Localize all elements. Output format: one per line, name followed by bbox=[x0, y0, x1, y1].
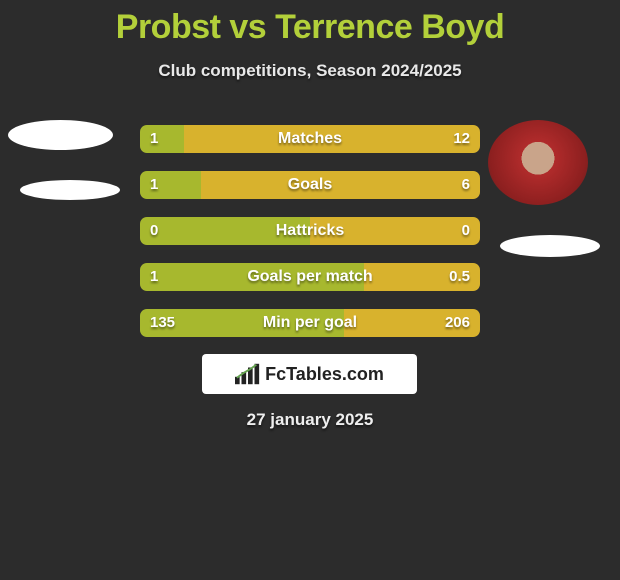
stat-row: 16Goals bbox=[140, 171, 480, 199]
stat-bar-right-fill bbox=[201, 171, 480, 199]
stat-row: 135206Min per goal bbox=[140, 309, 480, 337]
stat-value-right: 206 bbox=[435, 309, 480, 337]
stats-bar-chart: 112Matches16Goals00Hattricks10.5Goals pe… bbox=[140, 125, 480, 355]
stat-value-left: 1 bbox=[140, 125, 168, 153]
player2-name-placeholder bbox=[500, 235, 600, 257]
stat-value-right: 6 bbox=[452, 171, 480, 199]
bar-chart-icon bbox=[235, 363, 261, 385]
stat-row: 00Hattricks bbox=[140, 217, 480, 245]
stat-value-left: 0 bbox=[140, 217, 168, 245]
player1-avatar-placeholder bbox=[8, 120, 113, 150]
stat-value-left: 1 bbox=[140, 171, 168, 199]
snapshot-date: 27 january 2025 bbox=[0, 410, 620, 430]
stat-value-right: 0 bbox=[452, 217, 480, 245]
stat-value-left: 135 bbox=[140, 309, 185, 337]
stat-bar-left-fill bbox=[140, 263, 364, 291]
stat-value-left: 1 bbox=[140, 263, 168, 291]
player1-name-placeholder bbox=[20, 180, 120, 200]
page-title: Probst vs Terrence Boyd bbox=[0, 0, 620, 47]
stat-row: 112Matches bbox=[140, 125, 480, 153]
stat-value-right: 0.5 bbox=[439, 263, 480, 291]
page-subtitle: Club competitions, Season 2024/2025 bbox=[0, 61, 620, 81]
logo-text: FcTables.com bbox=[265, 364, 384, 385]
stat-bar-right-fill bbox=[184, 125, 480, 153]
player2-avatar bbox=[488, 120, 588, 205]
stat-row: 10.5Goals per match bbox=[140, 263, 480, 291]
site-logo: FcTables.com bbox=[202, 354, 417, 394]
stat-value-right: 12 bbox=[443, 125, 480, 153]
